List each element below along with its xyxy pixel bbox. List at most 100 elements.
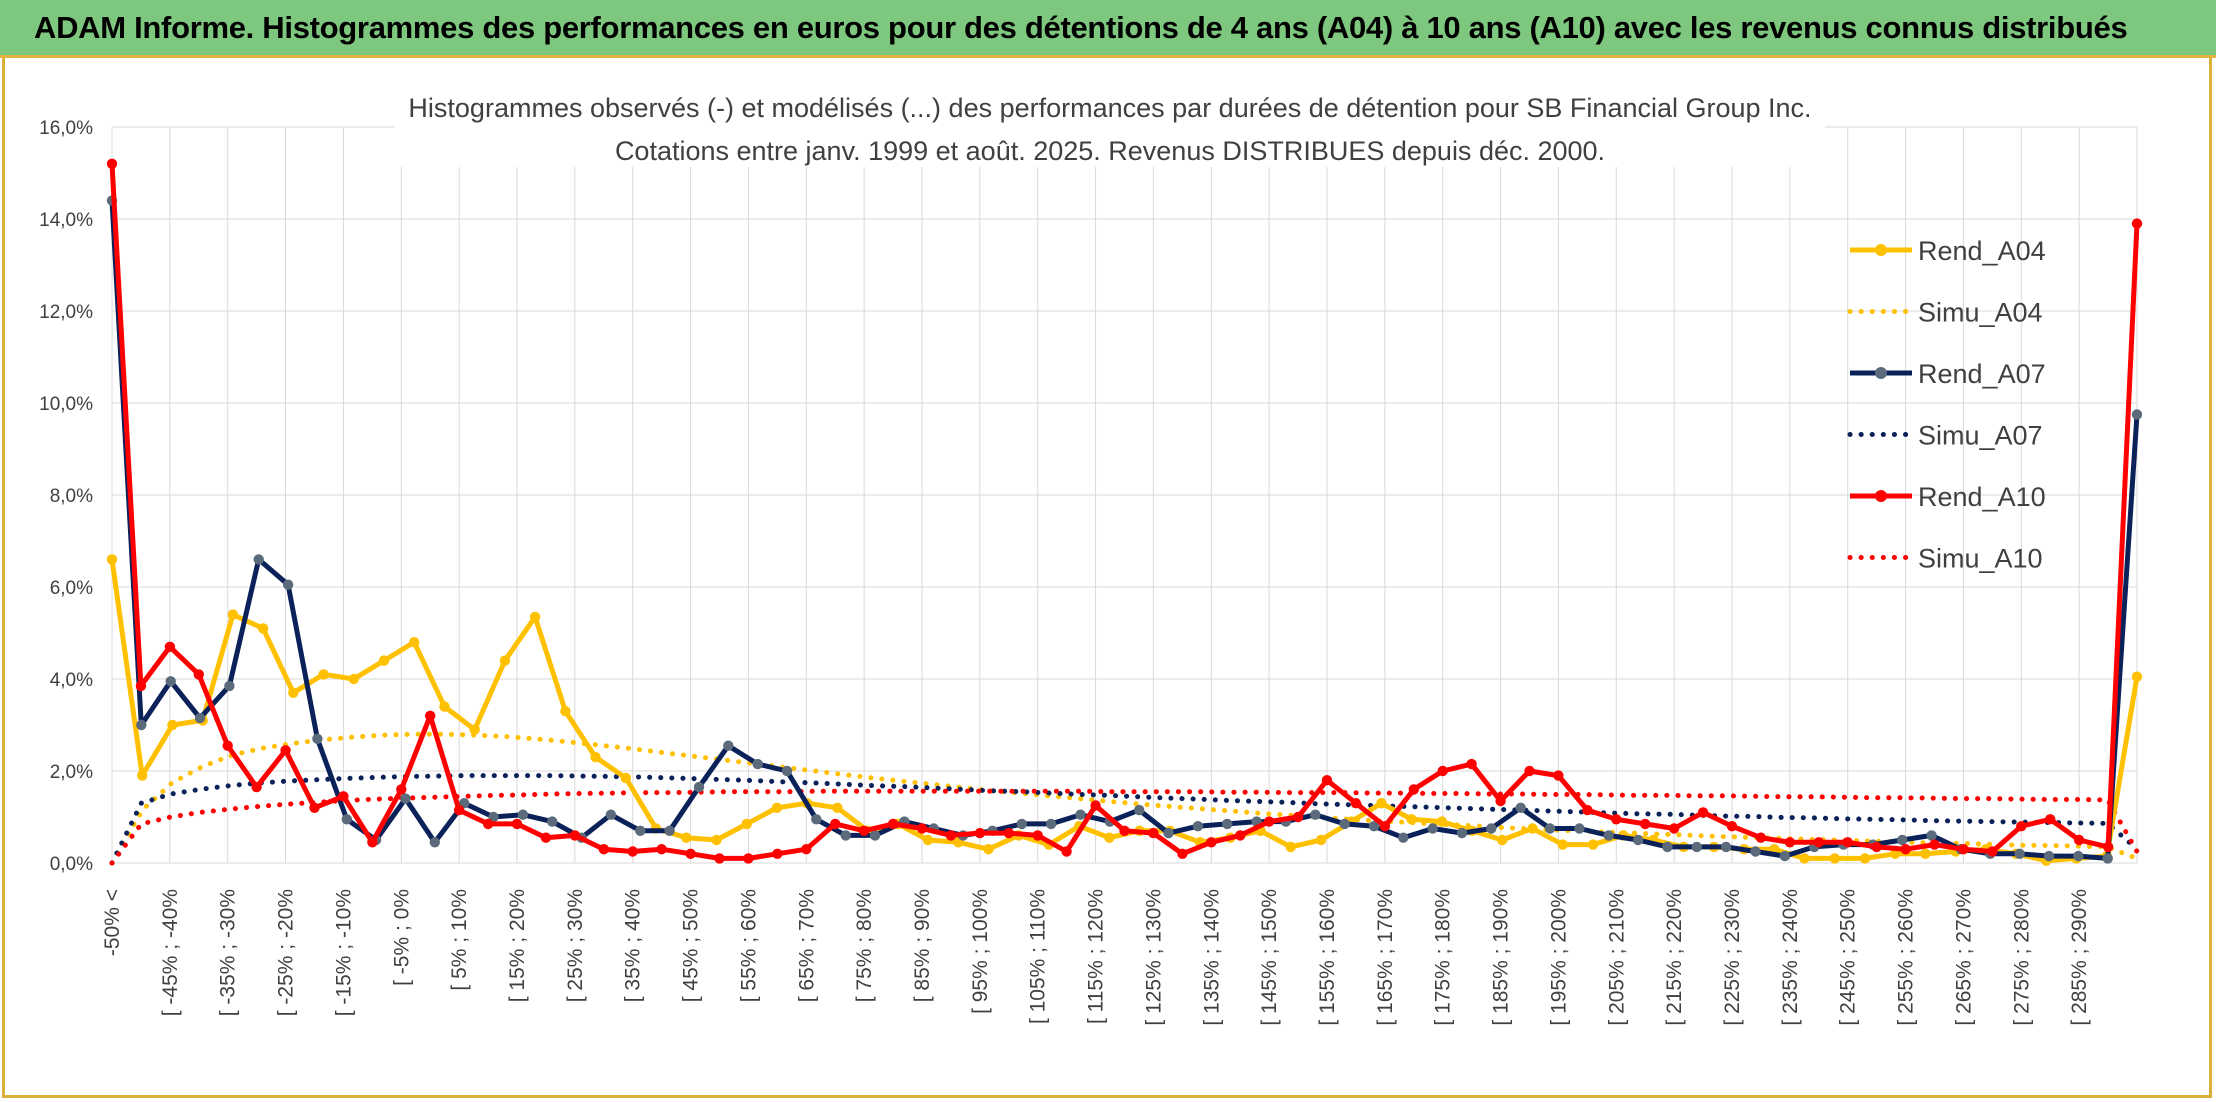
data-point-rend-a10 <box>2131 218 2143 229</box>
data-point-rend-a07 <box>1486 823 1497 834</box>
chart-frame <box>2 58 2212 1098</box>
data-point-rend-a04 <box>2131 671 2143 682</box>
data-point-rend-a10 <box>251 781 262 793</box>
x-tick-label: [ 115% ; 120% <box>1085 889 1108 1024</box>
x-tick-label: [ 175% ; 180% <box>1432 889 1455 1026</box>
x-tick-label: [ 145% ; 150% <box>1258 889 1281 1026</box>
data-point-rend-a10 <box>1697 807 1709 818</box>
data-point-rend-a10 <box>1813 837 1825 848</box>
y-tick-label: 10,0% <box>39 394 93 415</box>
data-point-rend-a10 <box>2045 814 2056 825</box>
data-point-rend-a10 <box>598 844 609 855</box>
legend-label: Simu_A10 <box>1918 544 2043 574</box>
data-point-rend-a10 <box>309 802 320 813</box>
data-point-rend-a07 <box>752 758 763 770</box>
data-point-rend-a07 <box>429 837 440 848</box>
data-point-rend-a07 <box>1075 809 1086 820</box>
data-point-rend-a04 <box>560 706 571 717</box>
x-tick-label: [ 15% ; 20% <box>506 889 529 1002</box>
data-point-rend-a07 <box>693 781 705 793</box>
x-tick-label: [ -25% ; -20% <box>275 889 298 1016</box>
x-tick-label: [ -45% ; -40% <box>159 889 182 1016</box>
data-point-rend-a04 <box>288 687 299 698</box>
data-point-rend-a04 <box>1587 839 1599 850</box>
data-point-rend-a04 <box>409 637 420 648</box>
data-point-rend-a10 <box>2016 821 2027 832</box>
data-point-rend-a07 <box>224 680 235 692</box>
y-tick-label: 2,0% <box>50 762 93 783</box>
data-point-rend-a07 <box>1427 823 1438 834</box>
data-point-rend-a10 <box>743 853 754 864</box>
data-point-rend-a04 <box>1890 848 1901 859</box>
data-point-rend-a04 <box>257 623 269 634</box>
data-point-rend-a04 <box>1799 853 1810 864</box>
x-tick-label: [ 85% ; 90% <box>911 889 934 1002</box>
data-point-rend-a10 <box>916 823 928 834</box>
data-point-rend-a10 <box>627 846 638 857</box>
data-point-rend-a04 <box>137 770 148 781</box>
data-point-rend-a10 <box>1871 841 1882 853</box>
series-line-simu-a04 <box>109 731 2140 866</box>
x-tick-label: [ 285% ; 290% <box>2068 889 2091 1026</box>
data-point-rend-a07 <box>635 825 646 836</box>
data-point-rend-a10 <box>453 804 465 816</box>
data-point-rend-a10 <box>685 848 696 859</box>
data-point-rend-a10 <box>1987 846 1998 857</box>
series-line-rend-a07 <box>109 200 2140 861</box>
y-tick-label: 14,0% <box>39 210 93 231</box>
x-tick-label: [ 45% ; 50% <box>680 889 703 1002</box>
data-point-rend-a10 <box>1755 832 1767 843</box>
data-point-rend-a10 <box>1668 823 1680 834</box>
data-point-rend-a07 <box>547 816 558 827</box>
data-point-rend-a07 <box>781 765 793 777</box>
data-point-rend-a07 <box>1515 802 1526 813</box>
y-tick-label: 6,0% <box>50 578 93 599</box>
legend-marker <box>1875 490 1887 502</box>
data-point-rend-a04 <box>106 554 118 565</box>
x-tick-label: [ 75% ; 80% <box>853 889 876 1002</box>
data-point-rend-a07 <box>312 733 323 744</box>
data-point-rend-a07 <box>1192 821 1204 832</box>
data-point-rend-a10 <box>280 745 291 756</box>
data-point-rend-a04 <box>983 844 994 855</box>
legend-label: Simu_A07 <box>1918 421 2043 451</box>
x-tick-label: [ 95% ; 100% <box>969 889 992 1014</box>
data-point-rend-a07 <box>1574 823 1585 834</box>
data-point-rend-a07 <box>1222 818 1233 830</box>
data-point-rend-a07 <box>811 814 822 825</box>
data-point-rend-a10 <box>887 818 899 830</box>
data-point-rend-a07 <box>1603 830 1614 841</box>
data-point-rend-a10 <box>1784 837 1796 848</box>
data-point-rend-a10 <box>2073 834 2085 846</box>
data-point-rend-a04 <box>439 701 450 712</box>
data-point-rend-a10 <box>1582 804 1593 816</box>
legend-label: Rend_A10 <box>1918 482 2046 512</box>
data-point-rend-a10 <box>1611 814 1622 825</box>
grid-layer <box>111 126 2138 864</box>
data-point-rend-a04 <box>1557 839 1568 850</box>
x-tick-label: [ 245% ; 250% <box>1837 889 1860 1026</box>
data-point-rend-a07 <box>2131 409 2143 420</box>
data-point-rend-a07 <box>2043 850 2055 862</box>
data-point-rend-a10 <box>656 844 667 855</box>
data-point-rend-a04 <box>167 719 178 731</box>
data-point-rend-a07 <box>1632 834 1644 846</box>
data-point-rend-a10 <box>1032 830 1043 841</box>
data-point-rend-a04 <box>1920 848 1931 859</box>
data-point-rend-a07 <box>2102 853 2113 864</box>
data-point-rend-a07 <box>517 809 529 820</box>
data-point-rend-a07 <box>723 740 734 751</box>
data-point-rend-a07 <box>1750 846 1761 857</box>
x-tick-label: [ 185% ; 190% <box>1490 889 1513 1026</box>
data-point-rend-a04 <box>1829 853 1841 864</box>
data-point-rend-a04 <box>318 669 329 680</box>
data-point-rend-a04 <box>1497 834 1508 846</box>
data-point-rend-a10 <box>1466 758 1477 770</box>
data-point-rend-a07 <box>664 825 675 836</box>
legend-marker <box>1875 244 1887 256</box>
data-point-rend-a04 <box>832 802 843 813</box>
data-point-rend-a04 <box>1376 798 1387 809</box>
x-tick-label: [ 215% ; 220% <box>1663 889 1686 1026</box>
data-point-rend-a10 <box>714 853 725 864</box>
x-tick-label: [ 195% ; 200% <box>1547 889 1570 1026</box>
